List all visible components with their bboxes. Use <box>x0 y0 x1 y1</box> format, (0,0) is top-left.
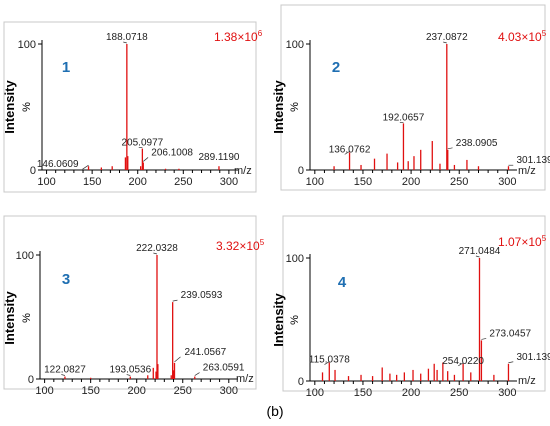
peak-label: 263.0591 <box>203 363 245 374</box>
panel-number: 2 <box>332 59 340 76</box>
panel-number: 3 <box>62 271 70 288</box>
peak-label-leader <box>443 41 447 44</box>
y-axis-label: Intensity <box>2 291 17 345</box>
y-tick-label: 100 <box>286 39 304 51</box>
y-axis-unit: % <box>21 102 33 112</box>
peak-label: 115.0378 <box>309 355 350 366</box>
spectrum-panel-4: 100 150 200 250 3000100271.0484273.0457115.0… <box>271 215 550 399</box>
panel-border <box>3 215 257 390</box>
x-tick-label: 200 <box>402 387 420 399</box>
panel-number: 4 <box>338 274 347 291</box>
x-tick-label: 300 <box>498 387 516 399</box>
x-tick-label: 300 <box>220 176 238 188</box>
x-tick-label: 200 <box>129 176 147 188</box>
x-tick-label: 100 <box>306 176 324 188</box>
peak-label: 206.1008 <box>151 147 193 158</box>
peak-label-leader <box>194 372 200 376</box>
x-tick-label: 150 <box>354 176 372 188</box>
x-tick-label: 300 <box>498 176 516 188</box>
x-tick-label: 100 <box>37 176 55 188</box>
x-tick-label: 250 <box>450 176 468 188</box>
peak-label: 289.1190 <box>198 152 239 163</box>
x-tick-label: 200 <box>402 176 420 188</box>
peak-label: 222.0328 <box>136 243 178 254</box>
peak-label: 122.0827 <box>44 365 86 376</box>
peak-label: 239.0593 <box>181 290 223 301</box>
peak-label-leader <box>324 361 330 365</box>
spectrum-panel-1: 100 150 200 250 3000100188.0718205.0977146.0… <box>2 21 263 193</box>
y-tick-label: 0 <box>298 165 304 177</box>
peak-label: 146.0609 <box>37 159 79 170</box>
peak-label: 238.0905 <box>456 138 498 149</box>
peak-label: 301.1396 <box>516 155 550 166</box>
peak-label: 254.0220 <box>442 356 484 367</box>
peak-label: 188.0718 <box>106 32 148 43</box>
x-axis-label: m/z <box>518 375 536 387</box>
y-axis-label: Intensity <box>2 80 17 134</box>
y-axis-label: Intensity <box>271 80 286 134</box>
peak-label: 205.0977 <box>122 138 164 149</box>
panel-border <box>3 21 257 193</box>
peak-label-leader <box>61 374 66 376</box>
panel-number: 1 <box>62 59 70 76</box>
peak-label-leader <box>447 147 453 150</box>
y-axis-label: Intensity <box>271 293 286 347</box>
x-tick-label: 150 <box>83 176 101 188</box>
intensity-value: 1.38×106 <box>214 29 263 44</box>
peak-label-leader <box>508 361 514 364</box>
x-tick-label: 200 <box>128 385 146 397</box>
peak-label-leader <box>475 255 480 258</box>
peak-label: 237.0872 <box>426 32 468 43</box>
intensity-value: 4.03×105 <box>498 29 547 44</box>
figure-caption: (b) <box>266 403 283 419</box>
x-tick-label: 100 <box>35 385 53 397</box>
y-axis-unit: % <box>289 315 301 325</box>
y-axis-unit: % <box>21 313 33 323</box>
peak-label-leader <box>153 252 158 255</box>
peak-label-leader <box>481 338 487 340</box>
x-tick-label: 250 <box>174 385 192 397</box>
x-tick-label: 100 <box>306 387 324 399</box>
x-tick-label: 150 <box>354 387 372 399</box>
intensity-value: 1.07×105 <box>498 234 547 249</box>
spectrum-panel-3: 100 150 200 250 3000100222.0328239.0593122.0… <box>2 215 265 397</box>
y-tick-label: 100 <box>16 250 34 262</box>
x-tick-label: 250 <box>174 176 192 188</box>
peak-label: 192.0657 <box>383 112 425 123</box>
peak-label: 271.0484 <box>459 246 501 257</box>
x-tick-label: 150 <box>81 385 99 397</box>
x-axis-label: m/z <box>234 165 252 177</box>
x-axis-label: m/z <box>236 373 254 385</box>
peak-label-leader <box>172 299 178 302</box>
panel-border <box>280 4 546 191</box>
spectrum-panel-2: 100 150 200 250 3000100237.0872192.0657136.0… <box>271 4 550 191</box>
peak-label-leader <box>174 356 181 363</box>
y-tick-label: 0 <box>298 376 304 388</box>
y-tick-label: 0 <box>30 165 36 177</box>
intensity-value: 3.32×105 <box>216 238 265 253</box>
peak-label-leader <box>82 164 89 170</box>
y-tick-label: 100 <box>18 39 36 51</box>
panel-border <box>282 215 546 392</box>
x-axis-label: m/z <box>518 165 536 177</box>
x-tick-label: 300 <box>220 385 238 397</box>
peak-label: 193.0536 <box>109 365 151 376</box>
y-axis-unit: % <box>289 102 301 112</box>
peak-label: 136.0762 <box>329 144 371 155</box>
peak-label-leader <box>143 157 149 162</box>
y-tick-label: 100 <box>286 253 304 265</box>
peak-label: 273.0457 <box>489 328 531 339</box>
peak-label: 241.0567 <box>185 347 227 358</box>
peak-label-leader <box>123 41 127 44</box>
peak-label-leader <box>344 151 350 155</box>
x-tick-label: 250 <box>450 387 468 399</box>
peak-label-leader <box>458 362 464 367</box>
peak-label-leader <box>126 374 131 376</box>
y-tick-label: 0 <box>28 374 34 386</box>
